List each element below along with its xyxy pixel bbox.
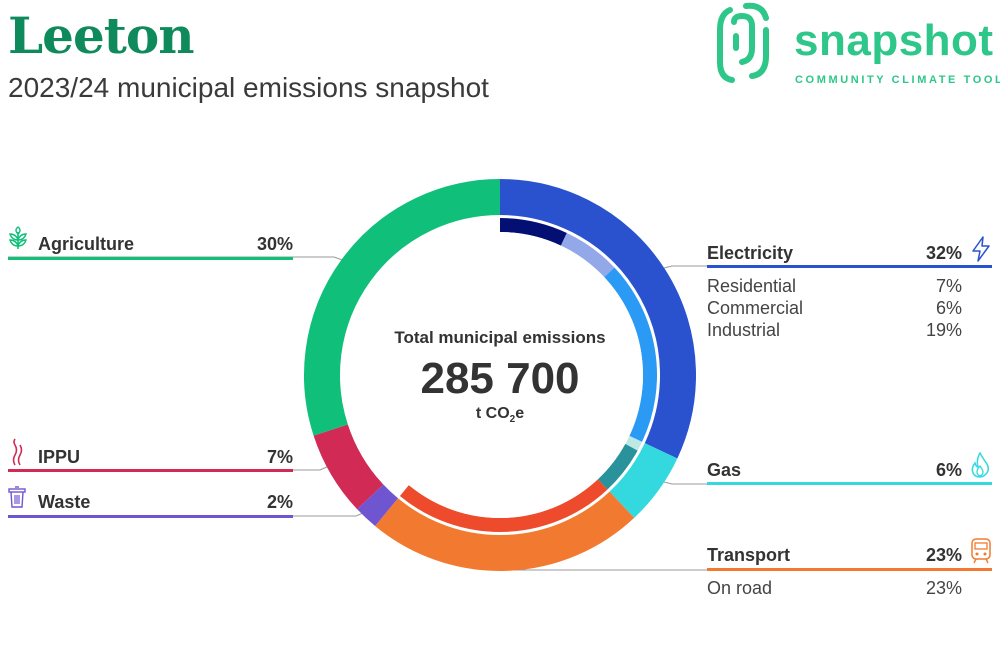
underline-gas <box>707 482 992 485</box>
unit-suffix: e <box>515 405 525 422</box>
sector-name-transport: Transport <box>707 545 791 565</box>
sector-arc-ippu <box>313 424 384 510</box>
sector-pct-gas: 6% <box>935 460 962 480</box>
subsector-name: Commercial <box>707 298 804 318</box>
plant-icon <box>9 226 27 249</box>
subsector-industrial: Industrial 19% <box>707 320 962 341</box>
sector-name-waste: Waste <box>38 492 91 512</box>
sector-pct-transport: 23% <box>925 545 962 565</box>
sector-pct-electricity: 32% <box>925 243 962 263</box>
sector-name-electricity: Electricity <box>707 243 794 263</box>
subsector-pct: 6% <box>935 298 962 318</box>
subsector-pct: 7% <box>935 276 962 296</box>
subsector-arc-commercial <box>560 232 615 278</box>
sector-pct-agriculture: 30% <box>256 234 293 254</box>
unit-prefix: t CO <box>475 405 510 422</box>
total-caption: Total municipal emissions <box>394 328 606 347</box>
legend-electricity: Electricity 32% <box>707 243 962 264</box>
sector-name-ippu: IPPU <box>38 447 81 467</box>
subsector-arc-residential <box>499 218 567 246</box>
legend-agriculture: Agriculture 30% <box>38 234 293 255</box>
sector-name-agriculture: Agriculture <box>38 234 135 254</box>
unit-subscript: 2 <box>509 414 516 426</box>
smoke-icon <box>12 438 23 466</box>
sector-pct-waste: 2% <box>266 492 293 512</box>
subsector-arc-industrial <box>604 267 657 442</box>
sector-arc-electricity <box>499 179 696 459</box>
underline-agriculture <box>8 257 293 260</box>
subsector-commercial: Commercial 6% <box>707 298 962 319</box>
sector-ring <box>304 179 696 571</box>
brand-name: snapshot <box>794 16 994 65</box>
subsector-pct: 19% <box>925 320 962 340</box>
city-title: Leeton <box>8 6 195 65</box>
underline-waste <box>8 515 293 518</box>
subsector-name: Industrial <box>707 320 781 340</box>
bin-icon <box>8 486 26 508</box>
lightning-icon <box>972 236 990 262</box>
legend-gas: Gas 6% <box>707 460 962 481</box>
sector-pct-ippu: 7% <box>266 447 293 467</box>
report-subtitle: 2023/24 municipal emissions snapshot <box>8 72 489 103</box>
underline-ippu <box>8 469 293 472</box>
legend-waste: Waste 2% <box>38 492 293 513</box>
subsector-residential: Residential 7% <box>707 276 962 297</box>
brand-tagline: COMMUNITY CLIMATE TOOL <box>795 74 1000 86</box>
subsector-arc-on-road <box>399 479 608 532</box>
sector-arc-transport <box>375 491 635 571</box>
subsector-ring <box>357 218 657 532</box>
flame-icon <box>971 452 990 478</box>
legend-ippu: IPPU 7% <box>38 447 293 468</box>
subsector-arc-gas-0 <box>625 435 643 451</box>
sector-name-gas: Gas <box>707 460 742 480</box>
subsector-arc-gas-1 <box>597 443 638 490</box>
total-value: 285 700 <box>420 354 580 403</box>
legend-transport: Transport 23% <box>707 545 962 566</box>
sector-arc-waste <box>357 484 399 527</box>
train-icon <box>971 538 991 564</box>
total-unit: t CO2e <box>350 405 650 425</box>
subsector-on-road: On road 23% <box>707 578 962 599</box>
subsector-name: Residential <box>707 276 797 296</box>
underline-electricity <box>707 265 992 268</box>
snapshot-logo: snapshot COMMUNITY CLIMATE TOOL <box>712 0 1000 92</box>
underline-transport <box>707 568 992 571</box>
subsector-pct: 23% <box>925 578 962 598</box>
subsector-name: On road <box>707 578 773 598</box>
sector-arc-gas <box>609 442 678 518</box>
donut-center <box>357 232 643 518</box>
fingerprint-logo-icon <box>717 2 769 83</box>
sector-arc-agriculture <box>304 179 501 436</box>
